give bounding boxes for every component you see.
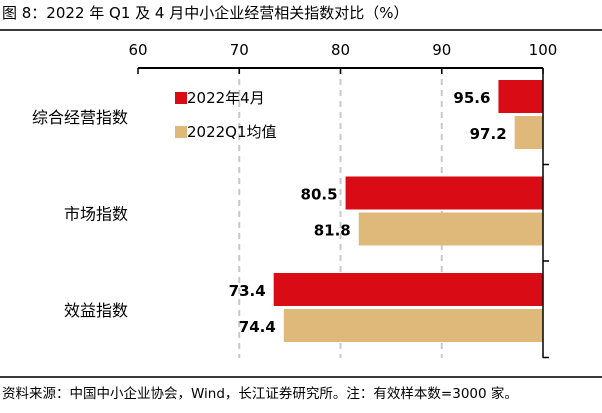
x-tick-label: 100: [529, 41, 558, 59]
legend-label-series-a: 2022年4月: [187, 89, 265, 107]
bar-series-b: [514, 116, 543, 149]
title-rule: [0, 29, 602, 31]
figure-title: 图 8：2022 年 Q1 及 4 月中小企业经营相关指数对比（%）: [2, 4, 409, 22]
data-label-series-b: 97.2: [470, 125, 507, 143]
bar-series-b: [283, 309, 543, 342]
data-label-series-a: 95.6: [453, 89, 490, 107]
category-label: 市场指数: [64, 205, 128, 224]
data-label-series-a: 80.5: [301, 186, 338, 204]
bar-series-a: [498, 80, 543, 113]
data-label-series-b: 81.8: [314, 222, 351, 240]
source-note: 资料来源：中国中小企业协会，Wind，长江证券研究所。注：有效样本数=3000 …: [2, 386, 518, 402]
bar-series-a: [273, 273, 543, 306]
category-label: 综合经营指数: [32, 108, 128, 127]
x-tick-label: 60: [128, 41, 147, 59]
category-label: 效益指数: [64, 301, 128, 320]
bar-series-a: [345, 176, 543, 210]
legend-label-series-b: 2022Q1均值: [187, 123, 277, 141]
bar-series-b: [358, 212, 543, 246]
x-tick-label: 80: [331, 41, 350, 59]
x-tick-labels: 60 70 80 90 100: [128, 41, 557, 59]
x-tick-label: 90: [432, 41, 451, 59]
source-rule: [0, 376, 602, 378]
data-label-series-a: 73.4: [229, 282, 266, 300]
bars: [273, 80, 543, 342]
value-labels: 95.6 97.2 80.5 81.8 73.4 74.4: [229, 89, 507, 336]
legend-swatch-series-b: [175, 126, 187, 138]
legend: 2022年4月 2022Q1均值: [175, 89, 277, 141]
x-tick-label: 70: [230, 41, 249, 59]
legend-swatch-series-a: [175, 92, 187, 104]
data-label-series-b: 74.4: [239, 318, 276, 336]
axes: [137, 67, 549, 359]
